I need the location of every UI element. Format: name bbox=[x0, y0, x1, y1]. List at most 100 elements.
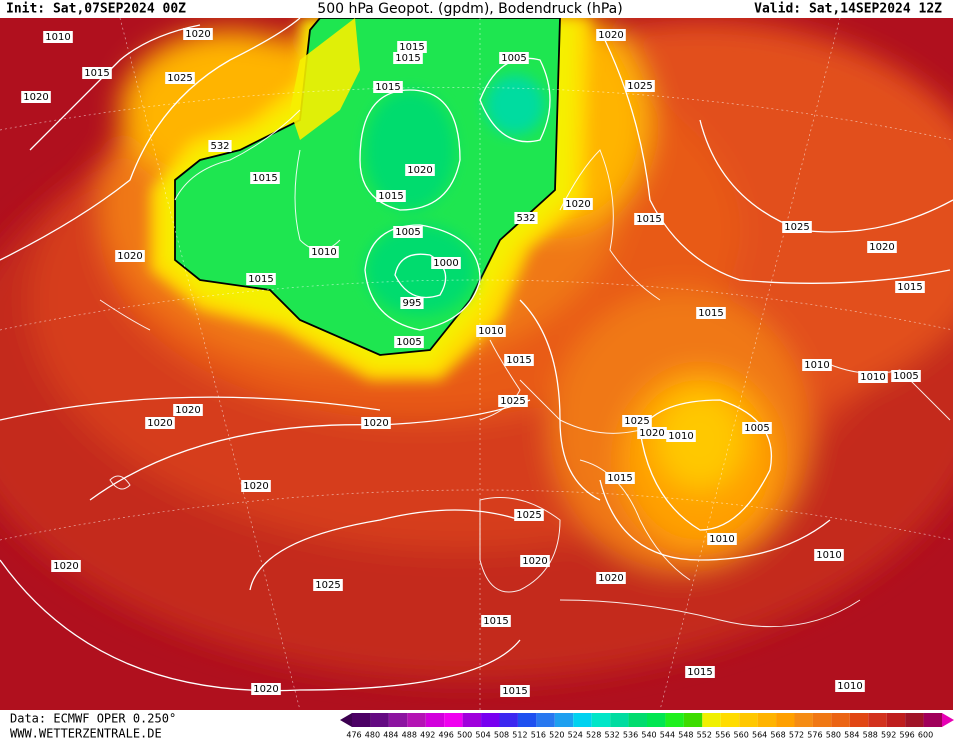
colorbar-swatch bbox=[683, 713, 703, 727]
isobar-label: 1005 bbox=[396, 337, 421, 348]
isobar-label-bg bbox=[400, 297, 424, 309]
isobar-label-bg bbox=[251, 683, 281, 695]
isobar-label-bg bbox=[498, 395, 528, 407]
isobar-label-bg bbox=[504, 354, 534, 366]
isobar-label: 1015 bbox=[395, 53, 420, 64]
isobar-label-bg bbox=[405, 164, 435, 176]
isobar-label: 1025 bbox=[784, 222, 809, 233]
isobar-label-bg bbox=[696, 307, 726, 319]
colorbar-swatch bbox=[481, 713, 500, 727]
valid-time: Valid: Sat,14SEP2024 12Z bbox=[754, 2, 942, 17]
colorbar-swatch bbox=[794, 713, 813, 727]
isobar-label: 1015 bbox=[483, 616, 508, 627]
colorbar-swatch bbox=[647, 713, 666, 727]
isobar-label-bg bbox=[431, 257, 461, 269]
isobar-label-bg bbox=[481, 615, 511, 627]
isobar-label: 1020 bbox=[185, 29, 210, 40]
website: WWW.WETTERZENTRALE.DE bbox=[10, 727, 162, 741]
colorbar-label: 508 bbox=[494, 731, 509, 740]
isobar-label: 1025 bbox=[500, 396, 525, 407]
isobar-label: 1005 bbox=[893, 371, 918, 382]
isobar-label-bg bbox=[835, 680, 865, 692]
colorbar-swatch bbox=[923, 713, 942, 727]
colorbar-label: 488 bbox=[402, 731, 417, 740]
colorbar-label: 480 bbox=[365, 731, 380, 740]
isobar-label: 1015 bbox=[636, 214, 661, 225]
isobar-label: 532 bbox=[210, 141, 229, 152]
isobar-label-bg bbox=[115, 250, 145, 262]
isobar-label-bg bbox=[742, 422, 772, 434]
isobar-label-bg bbox=[393, 52, 423, 64]
colorbar-swatch bbox=[517, 713, 537, 727]
isobar-label: 532 bbox=[516, 213, 535, 224]
isobar-label-bg bbox=[891, 370, 921, 382]
colorbar-arrow-high bbox=[942, 713, 954, 727]
isobar-label: 1010 bbox=[478, 326, 503, 337]
isobar-label: 1010 bbox=[837, 681, 862, 692]
colorbar-swatch bbox=[462, 713, 482, 727]
graticule bbox=[0, 18, 953, 710]
colorbar-label: 500 bbox=[457, 731, 472, 740]
isobar-label-bg bbox=[637, 427, 667, 439]
isobar-label-bg bbox=[145, 417, 175, 429]
colorbar-label: 484 bbox=[383, 731, 398, 740]
colorbar-label: 504 bbox=[475, 731, 490, 740]
colorbar-label: 516 bbox=[531, 731, 546, 740]
colorbar-swatch bbox=[554, 713, 574, 727]
colorbar-swatch bbox=[886, 713, 906, 727]
colorbar-swatch bbox=[831, 713, 850, 727]
isobar-label-bg bbox=[625, 80, 655, 92]
colorbar-swatch bbox=[776, 713, 795, 727]
colorbar-label: 568 bbox=[770, 731, 785, 740]
colorbar-label: 512 bbox=[512, 731, 527, 740]
data-source: Data: ECMWF OPER 0.250° bbox=[10, 712, 176, 726]
colorbar-label: 596 bbox=[899, 731, 914, 740]
isobar-label-bg bbox=[241, 480, 271, 492]
colorbar-swatch bbox=[905, 713, 924, 727]
colorbar-label: 588 bbox=[863, 731, 878, 740]
isobar-label-bg bbox=[393, 226, 423, 238]
isobar-label-bg bbox=[361, 417, 391, 429]
init-time: Init: Sat,07SEP2024 00Z bbox=[6, 2, 186, 17]
colorbar-label: 576 bbox=[807, 731, 822, 740]
isobar-label: 1020 bbox=[117, 251, 142, 262]
isobar-label-bg bbox=[165, 72, 195, 84]
colorbar-label: 584 bbox=[844, 731, 859, 740]
isobar-label: 1025 bbox=[624, 416, 649, 427]
colorbar-label: 540 bbox=[641, 731, 656, 740]
isobar-label: 1015 bbox=[897, 282, 922, 293]
colorbar-swatch bbox=[591, 713, 611, 727]
isobar-label: 1000 bbox=[433, 258, 458, 269]
isobar-label-bg bbox=[173, 404, 203, 416]
colorbar-label: 496 bbox=[439, 731, 454, 740]
map-title: 500 hPa Geopot. (gpdm), Bodendruck (hPa) bbox=[317, 1, 622, 17]
isobar-label: 1020 bbox=[23, 92, 48, 103]
isobar-label: 1015 bbox=[375, 82, 400, 93]
isobar-label: 1010 bbox=[311, 247, 336, 258]
isobar-label-bg bbox=[376, 190, 406, 202]
isobar-label-bg bbox=[514, 509, 544, 521]
isobar-label-bg bbox=[858, 371, 888, 383]
isobar-label-bg bbox=[707, 533, 737, 545]
isobar-label-bg bbox=[895, 281, 925, 293]
isobar-label: 1015 bbox=[248, 274, 273, 285]
colorbar-label: 556 bbox=[715, 731, 730, 740]
ridge-tongue bbox=[290, 18, 360, 140]
colorbar-label: 476 bbox=[346, 731, 361, 740]
colorbar-swatch bbox=[352, 713, 371, 727]
isobar-label: 1020 bbox=[53, 561, 78, 572]
isobar-label-bg bbox=[394, 336, 424, 348]
isobar-labels: 1010 1020 1015 1025 1020 532 1015 1015 1015 1005 1… bbox=[21, 28, 925, 697]
isobar-label: 1015 bbox=[607, 473, 632, 484]
colorbar-swatch bbox=[425, 713, 445, 727]
colorbar-swatch bbox=[849, 713, 869, 727]
colorbar-label: 524 bbox=[568, 731, 583, 740]
isobar-label-bg bbox=[867, 241, 897, 253]
isobar-label: 1025 bbox=[516, 510, 541, 521]
coastlines bbox=[99, 109, 951, 628]
isobar-label-bg bbox=[43, 31, 73, 43]
isobar-label: 1020 bbox=[522, 556, 547, 567]
isobar-label-bg bbox=[313, 579, 343, 591]
isobar-label-bg bbox=[596, 29, 626, 41]
